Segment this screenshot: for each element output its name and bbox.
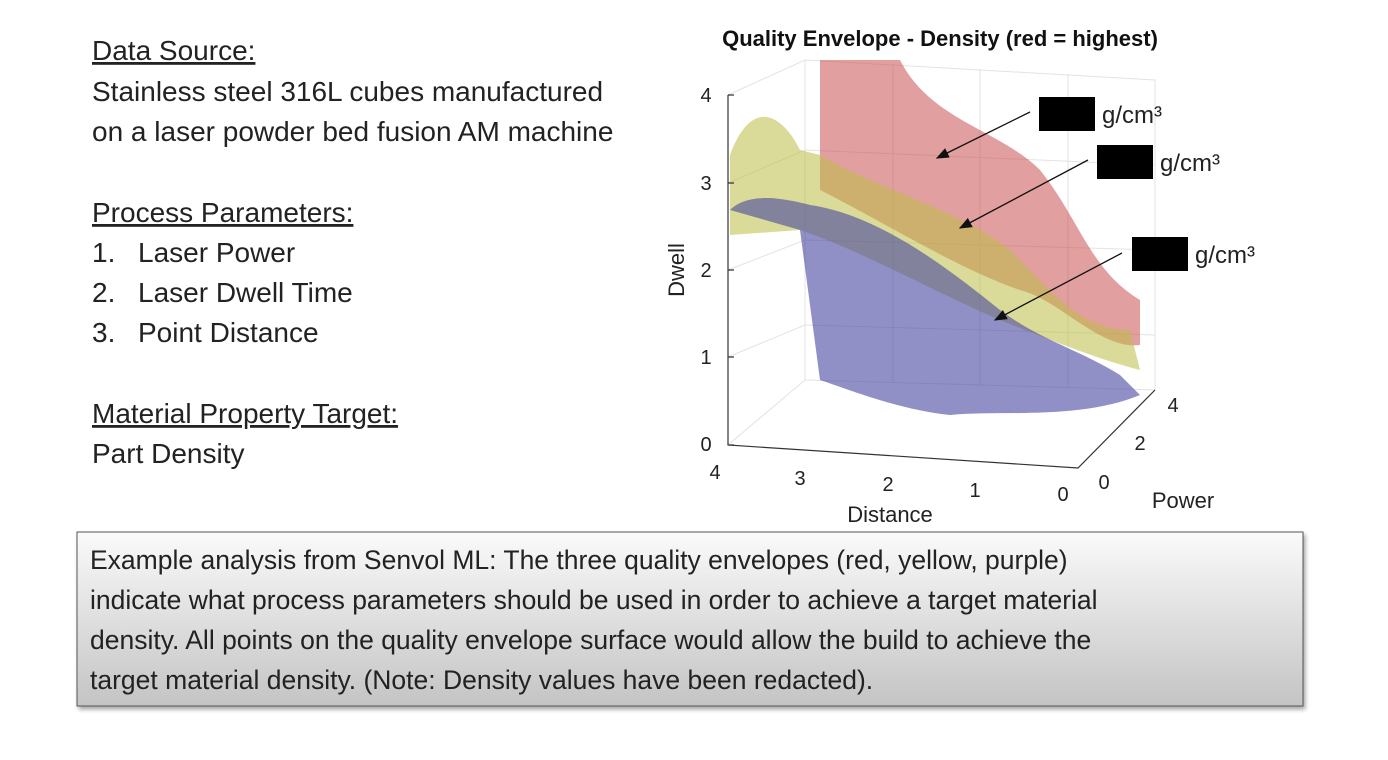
- redaction: [1039, 97, 1095, 131]
- z-tick-label: 3: [700, 173, 711, 195]
- list-item: Laser Dwell Time: [138, 277, 353, 308]
- x-tick-label: 1: [969, 480, 980, 502]
- unit-label: g/cm³: [1160, 150, 1220, 177]
- arrows: [935, 111, 1123, 321]
- surface-red: [820, 60, 1140, 346]
- list-item: Point Distance: [138, 317, 319, 348]
- caption-box: Example analysis from Senvol ML: The thr…: [76, 531, 1304, 707]
- figure-title: Quality Envelope - Density (red = highes…: [722, 26, 1158, 51]
- unit-label: g/cm³: [1102, 102, 1162, 129]
- axes: [727, 94, 1156, 469]
- list-number: 3.: [92, 317, 115, 348]
- x-tick-label: 2: [882, 474, 893, 496]
- x-axis-label: Distance: [847, 502, 933, 527]
- redaction: [1132, 237, 1188, 271]
- text-line: Stainless steel 316L cubes manufactured: [92, 76, 603, 107]
- heading: Data Source:: [92, 35, 255, 66]
- x-tick-label: 4: [709, 462, 720, 484]
- z-tick-label: 4: [700, 85, 711, 107]
- y-tick-label: 2: [1134, 433, 1145, 455]
- z-axis-label: Dwell: [664, 243, 689, 297]
- caption-line: Example analysis from Senvol ML: The thr…: [90, 545, 1068, 575]
- y-tick-label: 0: [1098, 472, 1109, 494]
- z-tick-label: 0: [700, 434, 711, 456]
- surface-purple: [730, 198, 1140, 415]
- caption-background: [76, 531, 1304, 707]
- surface-yellow: [730, 116, 1140, 370]
- x-tick-label: 0: [1057, 484, 1068, 506]
- caption-line: target material density. (Note: Density …: [90, 665, 873, 695]
- redaction: [1097, 145, 1153, 179]
- list-item: Laser Power: [138, 237, 295, 268]
- z-tick-label: 2: [700, 260, 711, 282]
- left-panel: Data Source: Stainless steel 316L cubes …: [92, 35, 613, 469]
- list-number: 2.: [92, 277, 115, 308]
- y-axis-label: Power: [1152, 488, 1214, 513]
- heading: Process Parameters:: [92, 197, 353, 228]
- figure: Quality Envelope - Density (red = highes…: [664, 26, 1255, 527]
- caption-line: indicate what process parameters should …: [90, 585, 1098, 615]
- text-line: Part Density: [92, 438, 245, 469]
- x-tick-label: 3: [794, 468, 805, 490]
- y-tick-label: 4: [1167, 395, 1178, 417]
- list-number: 1.: [92, 237, 115, 268]
- text-line: on a laser powder bed fusion AM machine: [92, 116, 613, 147]
- caption-line: density. All points on the quality envel…: [90, 625, 1091, 655]
- z-tick-label: 1: [700, 347, 711, 369]
- heading: Material Property Target:: [92, 398, 398, 429]
- unit-label: g/cm³: [1195, 242, 1255, 269]
